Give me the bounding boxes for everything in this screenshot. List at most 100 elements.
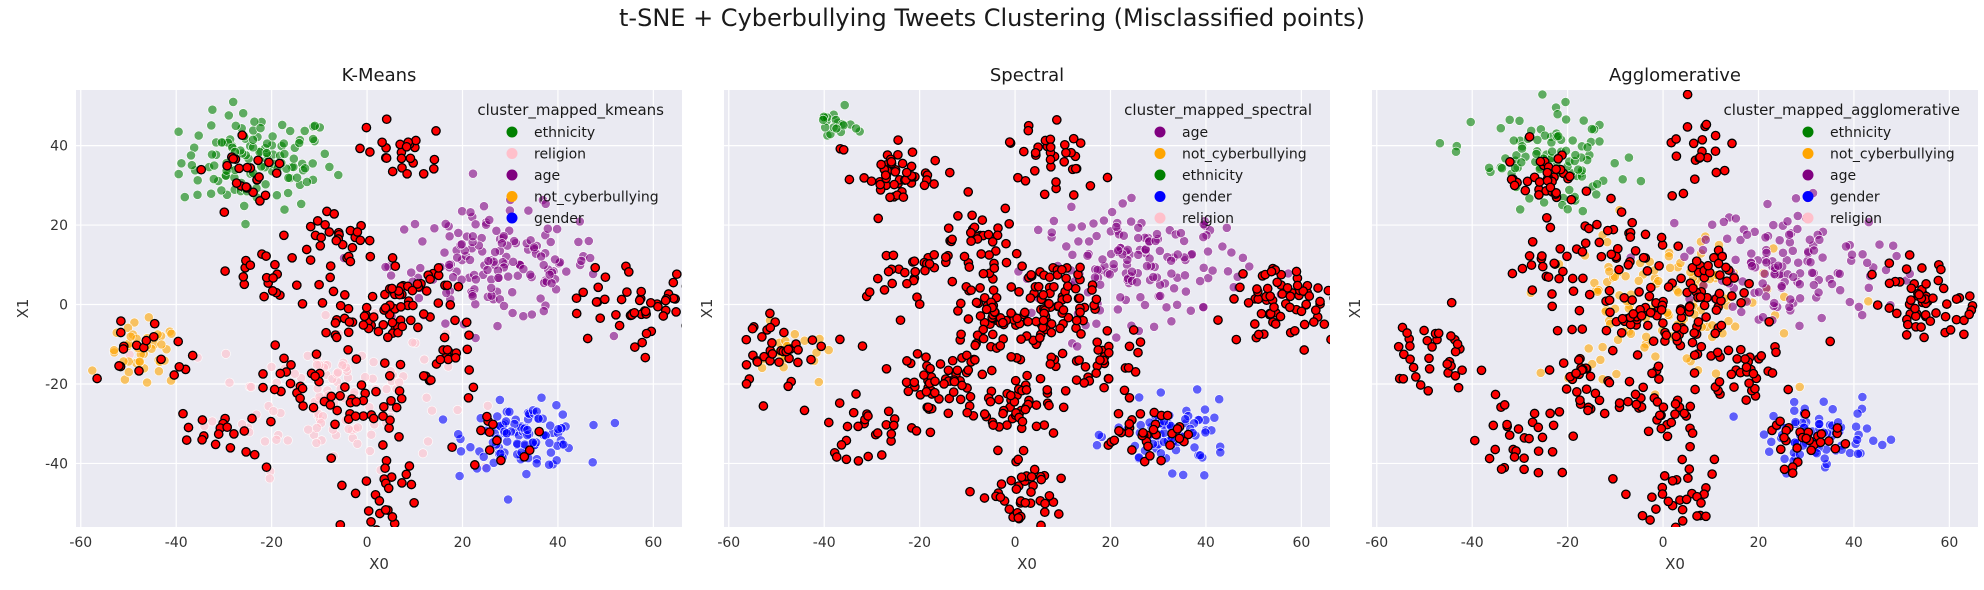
point-misclassified — [1666, 417, 1677, 428]
point-misclassified — [1509, 452, 1520, 462]
point-ethnicity — [1539, 197, 1549, 208]
point-misclassified — [984, 250, 995, 260]
point-age — [406, 267, 417, 278]
point-misclassified — [1657, 489, 1668, 499]
point-misclassified — [1701, 312, 1711, 322]
point-misclassified — [387, 166, 398, 177]
point-not-cyberbullying — [1650, 351, 1661, 362]
point-misclassified — [1156, 455, 1166, 466]
point-misclassified — [1061, 273, 1071, 284]
point-age — [470, 274, 481, 285]
point-misclassified — [1605, 307, 1615, 318]
point-misclassified — [301, 244, 312, 255]
point-misclassified — [1537, 432, 1548, 443]
point-ethnicity — [1510, 163, 1520, 173]
point-misclassified — [1647, 368, 1657, 379]
point-misclassified — [1551, 188, 1562, 198]
point-misclassified — [1599, 408, 1610, 419]
point-age — [499, 300, 509, 311]
point-misclassified — [971, 297, 982, 308]
point-misclassified — [1527, 236, 1538, 247]
point-misclassified — [961, 350, 972, 361]
point-misclassified — [259, 291, 269, 302]
point-misclassified — [1627, 295, 1638, 305]
point-religion — [368, 357, 379, 367]
point-misclassified — [939, 379, 949, 389]
point-misclassified — [765, 308, 775, 319]
point-misclassified — [1714, 376, 1725, 387]
point-not-cyberbullying — [125, 331, 136, 342]
point-misclassified — [1045, 154, 1056, 165]
point-misclassified — [1816, 429, 1827, 439]
point-misclassified — [1723, 345, 1734, 356]
point-misclassified — [622, 287, 632, 297]
point-misclassified — [118, 344, 129, 354]
point-misclassified — [325, 272, 336, 283]
point-misclassified — [1684, 464, 1695, 474]
point-misclassified — [1114, 426, 1124, 436]
point-misclassified — [1243, 297, 1254, 308]
scatter-points — [741, 100, 1330, 527]
point-misclassified — [238, 271, 249, 282]
point-misclassified — [1825, 336, 1836, 347]
point-misclassified — [1693, 317, 1704, 327]
point-misclassified — [1013, 513, 1024, 523]
point-misclassified — [919, 180, 930, 191]
point-misclassified — [985, 396, 996, 407]
point-misclassified — [1964, 291, 1975, 301]
point-age — [1891, 251, 1902, 261]
point-misclassified — [174, 361, 185, 372]
point-gender — [1214, 394, 1225, 405]
point-misclassified — [1315, 296, 1325, 307]
point-misclassified — [1074, 355, 1084, 366]
point-misclassified — [1621, 489, 1631, 500]
point-gender — [1200, 404, 1210, 415]
point-age — [1774, 235, 1785, 246]
point-misclassified — [1266, 266, 1277, 277]
point-age — [1776, 281, 1787, 292]
point-misclassified — [297, 298, 308, 309]
point-misclassified — [823, 417, 834, 428]
point-misclassified — [842, 421, 853, 432]
point-age — [1161, 302, 1172, 313]
point-misclassified — [317, 298, 328, 308]
point-misclassified — [1722, 276, 1732, 287]
point-religion — [452, 404, 463, 415]
point-ethnicity — [288, 153, 299, 164]
point-misclassified — [335, 300, 346, 311]
point-misclassified — [1045, 359, 1056, 369]
point-misclassified — [1648, 336, 1659, 347]
point-misclassified — [887, 278, 898, 289]
point-misclassified — [464, 330, 474, 341]
point-misclassified — [247, 413, 257, 424]
point-misclassified — [1667, 475, 1678, 486]
point-misclassified — [1673, 241, 1684, 252]
point-misclassified — [611, 309, 621, 320]
point-gender — [557, 409, 568, 420]
point-ethnicity — [230, 120, 241, 131]
point-religion — [224, 377, 235, 388]
point-age — [1223, 266, 1233, 277]
legend-entry-not-cyberbullying: not_cyberbullying — [1182, 147, 1307, 163]
point-misclassified — [1109, 435, 1120, 446]
point-age — [552, 224, 562, 234]
point-misclassified — [909, 256, 920, 267]
point-age — [1735, 234, 1746, 245]
point-age — [1140, 300, 1150, 310]
point-age — [448, 272, 458, 283]
point-ethnicity — [308, 134, 318, 144]
point-misclassified — [1174, 433, 1185, 444]
point-misclassified — [390, 261, 401, 272]
point-misclassified — [1710, 130, 1721, 141]
point-age — [1198, 232, 1209, 242]
point-misclassified — [767, 349, 778, 359]
point-misclassified — [1527, 285, 1538, 295]
point-misclassified — [382, 332, 393, 343]
panel-spectral: -60 -40 -20 0 20 40 60 X0 X1 Spectral cluster_mapp… — [698, 65, 1330, 573]
point-age — [1113, 304, 1123, 315]
point-misclassified — [912, 348, 923, 359]
point-misclassified — [1537, 261, 1548, 272]
point-misclassified — [314, 279, 324, 290]
point-misclassified — [758, 401, 769, 411]
